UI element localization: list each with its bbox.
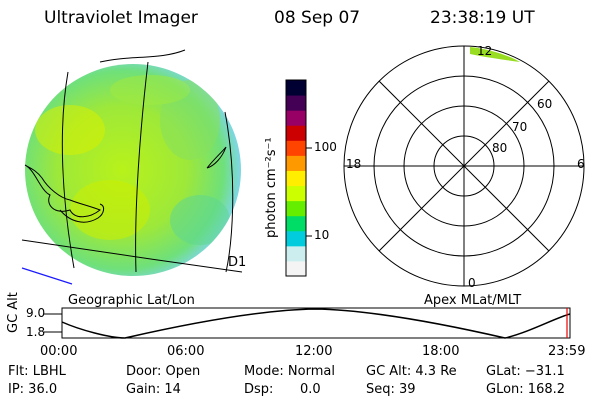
mlt-label-bottom: 0 [468,276,476,290]
polar-aurora-patch [470,47,520,62]
polar-plot [343,45,585,287]
status-glon: GLon: 168.2 [486,382,566,397]
timeline-ytick-low: 1.8 [26,325,46,339]
status-dsp-value: 0.0 [300,382,321,397]
timeline-xtick-2: 12:00 [295,344,333,359]
status-gain: Gain: 14 [126,382,181,397]
colorbar-step [286,110,306,126]
colorbar-tick-100: 100 [314,140,337,154]
uv-image [21,49,243,285]
colorbar-step [286,185,306,202]
timeline-xtick-4: 23:59 [548,344,586,359]
colorbar-step [286,95,306,111]
colorbar-step [286,155,306,171]
lat-label-70: 70 [512,120,528,134]
timeline-xtick-0: 00:00 [40,344,78,359]
status-mode: Mode: Normal [244,364,335,379]
mlt-label-top: 12 [477,44,493,58]
colorbar-step [286,200,306,217]
timeline-xtick-1: 06:00 [167,344,205,359]
colorbar-step [286,125,306,141]
image-caption: Geographic Lat/Lon [68,293,195,308]
colorbar-step [286,215,306,232]
colorbar-step [286,230,306,247]
mlt-label-left: 18 [346,157,362,171]
status-gc-alt: GC Alt: 4.3 Re [366,364,457,379]
date-label: 08 Sep 07 [274,8,361,28]
status-ip: IP: 36.0 [8,382,58,397]
colorbar-step [286,170,306,187]
mlt-label-right: 6 [577,157,585,171]
polar-caption: Apex MLat/MLT [424,293,522,308]
colorbar-step [286,245,306,262]
status-flt: Flt: LBHL [8,364,66,379]
status-dsp-label: Dsp: [244,382,274,397]
colorbar [285,79,312,277]
timeline-ytick-high: 9.0 [26,306,46,320]
colorbar-step [286,260,306,277]
lat-label-80: 80 [492,141,508,155]
status-door: Door: Open [126,364,201,379]
timeline-panel [44,307,571,339]
colorbar-tick-10: 10 [314,228,330,242]
lat-label-60: 60 [537,97,553,111]
timeline-ylabel: GC Alt [6,292,21,333]
time-label: 23:38:19 UT [430,8,535,28]
colorbar-step [286,140,306,156]
colorbar-step [286,80,306,96]
colorbar-unit-text: photon cm⁻²s⁻¹ [264,137,279,238]
corner-label-text: D1 [228,255,246,270]
status-glat: GLat: −31.1 [486,364,565,379]
timeline-xtick-3: 18:00 [422,344,460,359]
instrument-title: Ultraviolet Imager [44,8,198,28]
status-seq: Seq: 39 [366,382,416,397]
corner-label: D1 [228,255,246,270]
